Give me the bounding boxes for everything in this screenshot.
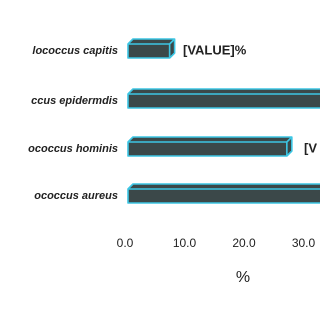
x-tick-label: 10.0 (173, 236, 197, 250)
x-tick-label: 0.0 (117, 236, 134, 250)
bar (127, 136, 293, 157)
y-tick-label: lococcus capitis (32, 45, 118, 57)
x-axis-label: % (236, 269, 250, 286)
bar (127, 88, 320, 109)
y-tick-label: ococcus hominis (28, 143, 118, 155)
y-tick-label: ccus epidermdis (31, 95, 118, 107)
x-tick-label: 20.0 (232, 236, 256, 250)
x-tick-label: 30.0 (292, 236, 316, 250)
y-tick-label: ococcus aureus (34, 190, 118, 202)
data-label: [VALUE]% (183, 42, 247, 57)
bar (127, 38, 176, 59)
bar (127, 183, 320, 204)
data-label: [V (304, 140, 317, 155)
